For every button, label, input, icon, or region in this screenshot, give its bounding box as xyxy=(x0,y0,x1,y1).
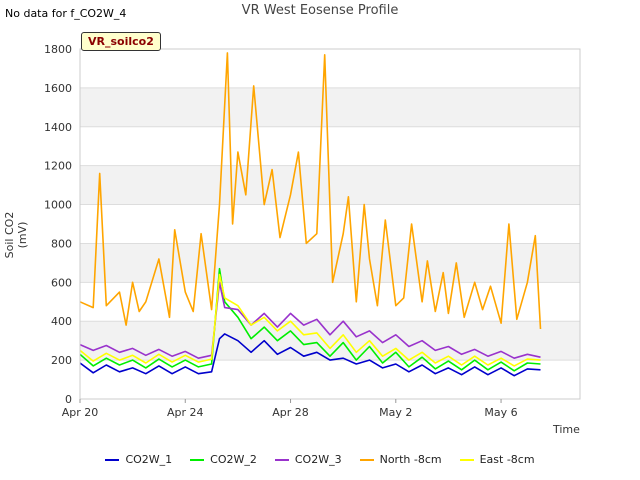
legend-swatch xyxy=(105,459,120,461)
site-badge: VR_soilco2 xyxy=(81,32,161,51)
x-tick-label: May 6 xyxy=(484,406,517,419)
y-tick-label: 800 xyxy=(51,237,72,250)
y-tick-label: 1600 xyxy=(44,82,72,95)
x-tick-label: Apr 28 xyxy=(272,406,309,419)
y-tick-label: 1400 xyxy=(44,121,72,134)
series-line-north-8cm xyxy=(79,52,542,330)
y-tick-label: 600 xyxy=(51,276,72,289)
series-lines xyxy=(79,52,542,377)
legend-label: CO2W_2 xyxy=(210,453,257,466)
x-axis-label: Time xyxy=(553,423,580,436)
legend-item: CO2W_2 xyxy=(190,453,257,466)
no-data-note: No data for f_CO2W_4 xyxy=(5,7,127,20)
legend-swatch xyxy=(274,459,289,461)
legend-label: CO2W_3 xyxy=(294,453,342,466)
x-tick-label: May 2 xyxy=(379,406,412,419)
legend-swatch xyxy=(359,459,374,461)
series-line-co2w-2 xyxy=(79,267,541,372)
y-tick-label: 200 xyxy=(51,354,72,367)
legend-item: North -8cm xyxy=(359,453,442,466)
legend-swatch xyxy=(459,459,474,461)
legend-item: CO2W_3 xyxy=(274,453,342,466)
x-tick-label: Apr 24 xyxy=(167,406,204,419)
grid-band xyxy=(80,87,580,127)
chart-title: VR West Eosense Profile xyxy=(241,3,399,18)
x-tick-label: Apr 20 xyxy=(62,406,99,419)
grid-band xyxy=(80,243,580,283)
y-tick-label: 1000 xyxy=(44,199,72,212)
legend-label: North -8cm xyxy=(379,453,442,466)
legend-label: East -8cm xyxy=(479,453,535,466)
y-tick-label: 0 xyxy=(65,393,72,406)
y-axis-label: Soil CO2 (mV) xyxy=(3,211,29,259)
plot-border xyxy=(79,48,581,400)
series-line-co2w-3 xyxy=(79,281,541,360)
legend: CO2W_1 CO2W_2 CO2W_3 North -8cm East -8cm xyxy=(0,453,640,466)
legend-swatch xyxy=(190,459,205,461)
legend-label: CO2W_1 xyxy=(125,453,173,466)
y-axis-ticks: 0 200 400 600 800 1000 1200 1400 1600 1800 xyxy=(44,43,72,406)
series-line-co2w-1 xyxy=(79,333,541,377)
legend-item: CO2W_1 xyxy=(105,453,172,466)
legend-item: East -8cm xyxy=(459,453,535,466)
series-line-east-8cm xyxy=(79,273,541,367)
y-tick-label: 1800 xyxy=(44,43,72,56)
y-tick-label: 400 xyxy=(51,315,72,328)
y-tick-label: 1200 xyxy=(44,160,72,173)
x-axis-ticks: Apr 20 Apr 24 Apr 28 May 2 May 6 xyxy=(62,399,518,419)
